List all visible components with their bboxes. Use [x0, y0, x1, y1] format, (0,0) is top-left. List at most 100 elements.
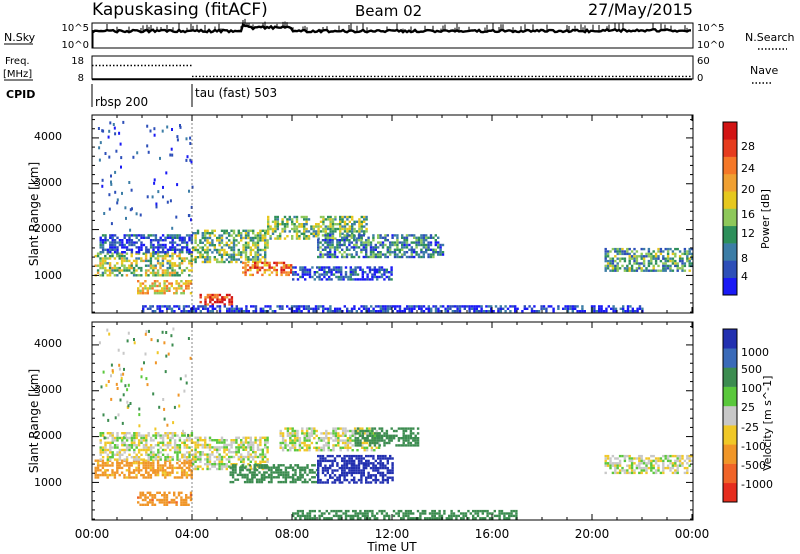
- data-cell: [156, 471, 160, 474]
- data-cell: [142, 243, 146, 247]
- data-cell: [270, 466, 273, 469]
- data-cell: [185, 476, 189, 479]
- data-cell: [223, 439, 226, 442]
- data-cell: [355, 246, 358, 249]
- data-cell: [99, 257, 102, 260]
- data-cell: [422, 310, 426, 313]
- data-cell: [657, 469, 660, 472]
- data-cell: [628, 471, 631, 475]
- data-cell: [223, 305, 226, 308]
- data-cell: [151, 287, 154, 290]
- data-cell: [185, 456, 189, 459]
- data-cell: [360, 236, 363, 239]
- data-cell: [289, 434, 292, 437]
- data-cell: [461, 305, 464, 308]
- data-cell: [188, 269, 191, 272]
- data-cell: [337, 266, 340, 269]
- data-cell: [379, 471, 382, 475]
- data-cell: [300, 215, 303, 219]
- data-cell: [393, 255, 397, 259]
- data-cell: [165, 496, 169, 499]
- data-cell: [430, 307, 433, 310]
- data-cell: [216, 248, 219, 252]
- data-cell: [173, 251, 177, 254]
- data-cell: [243, 473, 247, 477]
- data-cell: [383, 444, 386, 447]
- data-cell: [111, 453, 114, 456]
- data-cell: [334, 429, 338, 433]
- data-cell: [402, 437, 405, 440]
- data-cell: [688, 454, 691, 458]
- data-cell: [259, 234, 262, 237]
- data-cell: [244, 248, 248, 252]
- data-cell: [183, 453, 186, 456]
- data-cell: [317, 466, 320, 470]
- data-cell: [242, 458, 245, 461]
- data-cell: [323, 273, 326, 276]
- data-cell: [480, 310, 483, 313]
- colorbar-swatch: [723, 139, 737, 157]
- data-cell: [99, 259, 102, 263]
- data-cell: [183, 269, 186, 272]
- data-cell: [230, 298, 234, 301]
- data-cell: [166, 458, 170, 461]
- data-cell: [104, 451, 107, 454]
- data-cell: [347, 275, 350, 279]
- data-cell: [359, 434, 362, 437]
- data-cell: [306, 464, 309, 467]
- data-cell: [97, 127, 100, 130]
- data-cell: [647, 250, 651, 253]
- data-cell: [321, 471, 325, 475]
- data-cell: [432, 255, 435, 259]
- data-cell: [652, 250, 655, 253]
- data-cell: [381, 474, 385, 477]
- data-cell: [630, 459, 634, 463]
- data-cell: [132, 471, 136, 474]
- data-cell: [152, 466, 155, 470]
- data-cell: [324, 237, 327, 240]
- data-cell: [208, 448, 212, 451]
- data-cell: [336, 241, 339, 244]
- data-cell: [110, 374, 112, 378]
- data-cell: [216, 251, 219, 254]
- data-cell: [130, 234, 134, 237]
- data-cell: [157, 251, 160, 254]
- data-cell: [161, 310, 164, 313]
- data-cell: [305, 449, 309, 452]
- data-cell: [138, 413, 141, 417]
- data-cell: [128, 466, 131, 470]
- data-cell: [218, 453, 221, 456]
- data-cell: [456, 305, 459, 308]
- data-cell: [218, 293, 222, 297]
- data-cell: [334, 437, 338, 440]
- data-cell: [176, 243, 179, 247]
- data-cell: [255, 478, 259, 481]
- data-cell: [336, 307, 339, 310]
- data-cell: [293, 449, 297, 452]
- data-cell: [325, 278, 328, 281]
- data-cell: [298, 237, 301, 240]
- data-cell: [353, 227, 356, 231]
- data-cell: [142, 436, 146, 440]
- data-cell: [392, 514, 396, 518]
- data-cell: [123, 448, 126, 452]
- data-cell: [103, 436, 106, 440]
- data-cell: [662, 469, 665, 472]
- data-cell: [381, 478, 385, 482]
- data-cell: [123, 464, 126, 467]
- data-cell: [412, 432, 415, 435]
- data-cell: [303, 466, 307, 469]
- data-cell: [512, 509, 516, 513]
- data-cell: [319, 454, 322, 458]
- data-cell: [386, 310, 390, 313]
- data-cell: [324, 232, 327, 235]
- data-cell: [185, 494, 188, 497]
- data-cell: [640, 257, 643, 260]
- data-cell: [311, 480, 314, 484]
- data-cell: [381, 243, 385, 247]
- data-cell: [281, 441, 285, 445]
- data-cell: [451, 305, 454, 308]
- data-cell: [645, 255, 648, 258]
- data-cell: [161, 248, 165, 251]
- data-cell: [170, 282, 173, 285]
